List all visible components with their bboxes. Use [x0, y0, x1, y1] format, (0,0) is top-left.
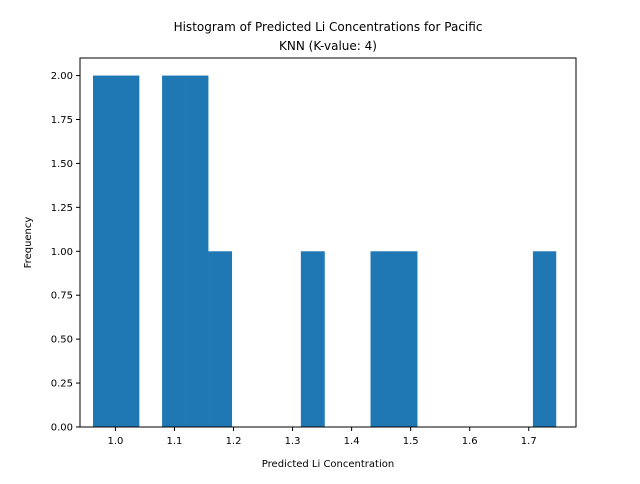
- histogram-bar-1: [116, 75, 140, 427]
- x-ticks-group: 1.0 1.1 1.2 1.3 1.4 1.5 1.6 1.7: [107, 427, 537, 447]
- x-tick-label-6: 1.6: [462, 436, 478, 447]
- y-axis-label: Frequency: [23, 217, 34, 269]
- x-tick-label-7: 1.7: [521, 436, 537, 447]
- x-tick-label-3: 1.3: [285, 436, 301, 447]
- chart-title-line-2: KNN (K-value: 4): [279, 39, 377, 53]
- y-tick-label-3: 0.75: [51, 291, 73, 302]
- x-tick-label-1: 1.1: [167, 436, 183, 447]
- y-tick-label-1: 0.25: [51, 379, 73, 390]
- plot-frame: [79, 57, 577, 428]
- histogram-bar-12: [370, 251, 394, 427]
- x-axis-label: Predicted Li Concentration: [262, 459, 394, 470]
- histogram-bar-0: [92, 75, 117, 427]
- histogram-bar-5: [208, 251, 233, 427]
- histogram-bar-4: [185, 75, 209, 427]
- bars-group: [92, 75, 557, 427]
- y-tick-label-0: 0.00: [51, 423, 73, 434]
- x-tick-label-4: 1.4: [344, 436, 360, 447]
- histogram-bar-13: [393, 251, 418, 427]
- x-tick-label-2: 1.2: [226, 436, 242, 447]
- histogram-bar-19: [532, 251, 557, 427]
- histogram-bar-3: [162, 75, 186, 427]
- x-tick-label-0: 1.0: [107, 436, 123, 447]
- y-tick-label-8: 2.00: [51, 71, 73, 82]
- y-tick-label-6: 1.50: [51, 159, 73, 170]
- histogram-bar-9: [300, 251, 325, 427]
- chart-title-line-1: Histogram of Predicted Li Concentrations…: [174, 20, 483, 34]
- y-tick-label-5: 1.25: [51, 203, 73, 214]
- y-tick-label-7: 1.75: [51, 115, 73, 126]
- y-tick-label-2: 0.50: [51, 335, 73, 346]
- y-tick-label-4: 1.00: [51, 247, 73, 258]
- y-ticks-group: 0.00 0.25 0.50 0.75 1.00 1.25 1.50 1.75 2.00: [51, 71, 80, 434]
- x-tick-label-5: 1.5: [403, 436, 419, 447]
